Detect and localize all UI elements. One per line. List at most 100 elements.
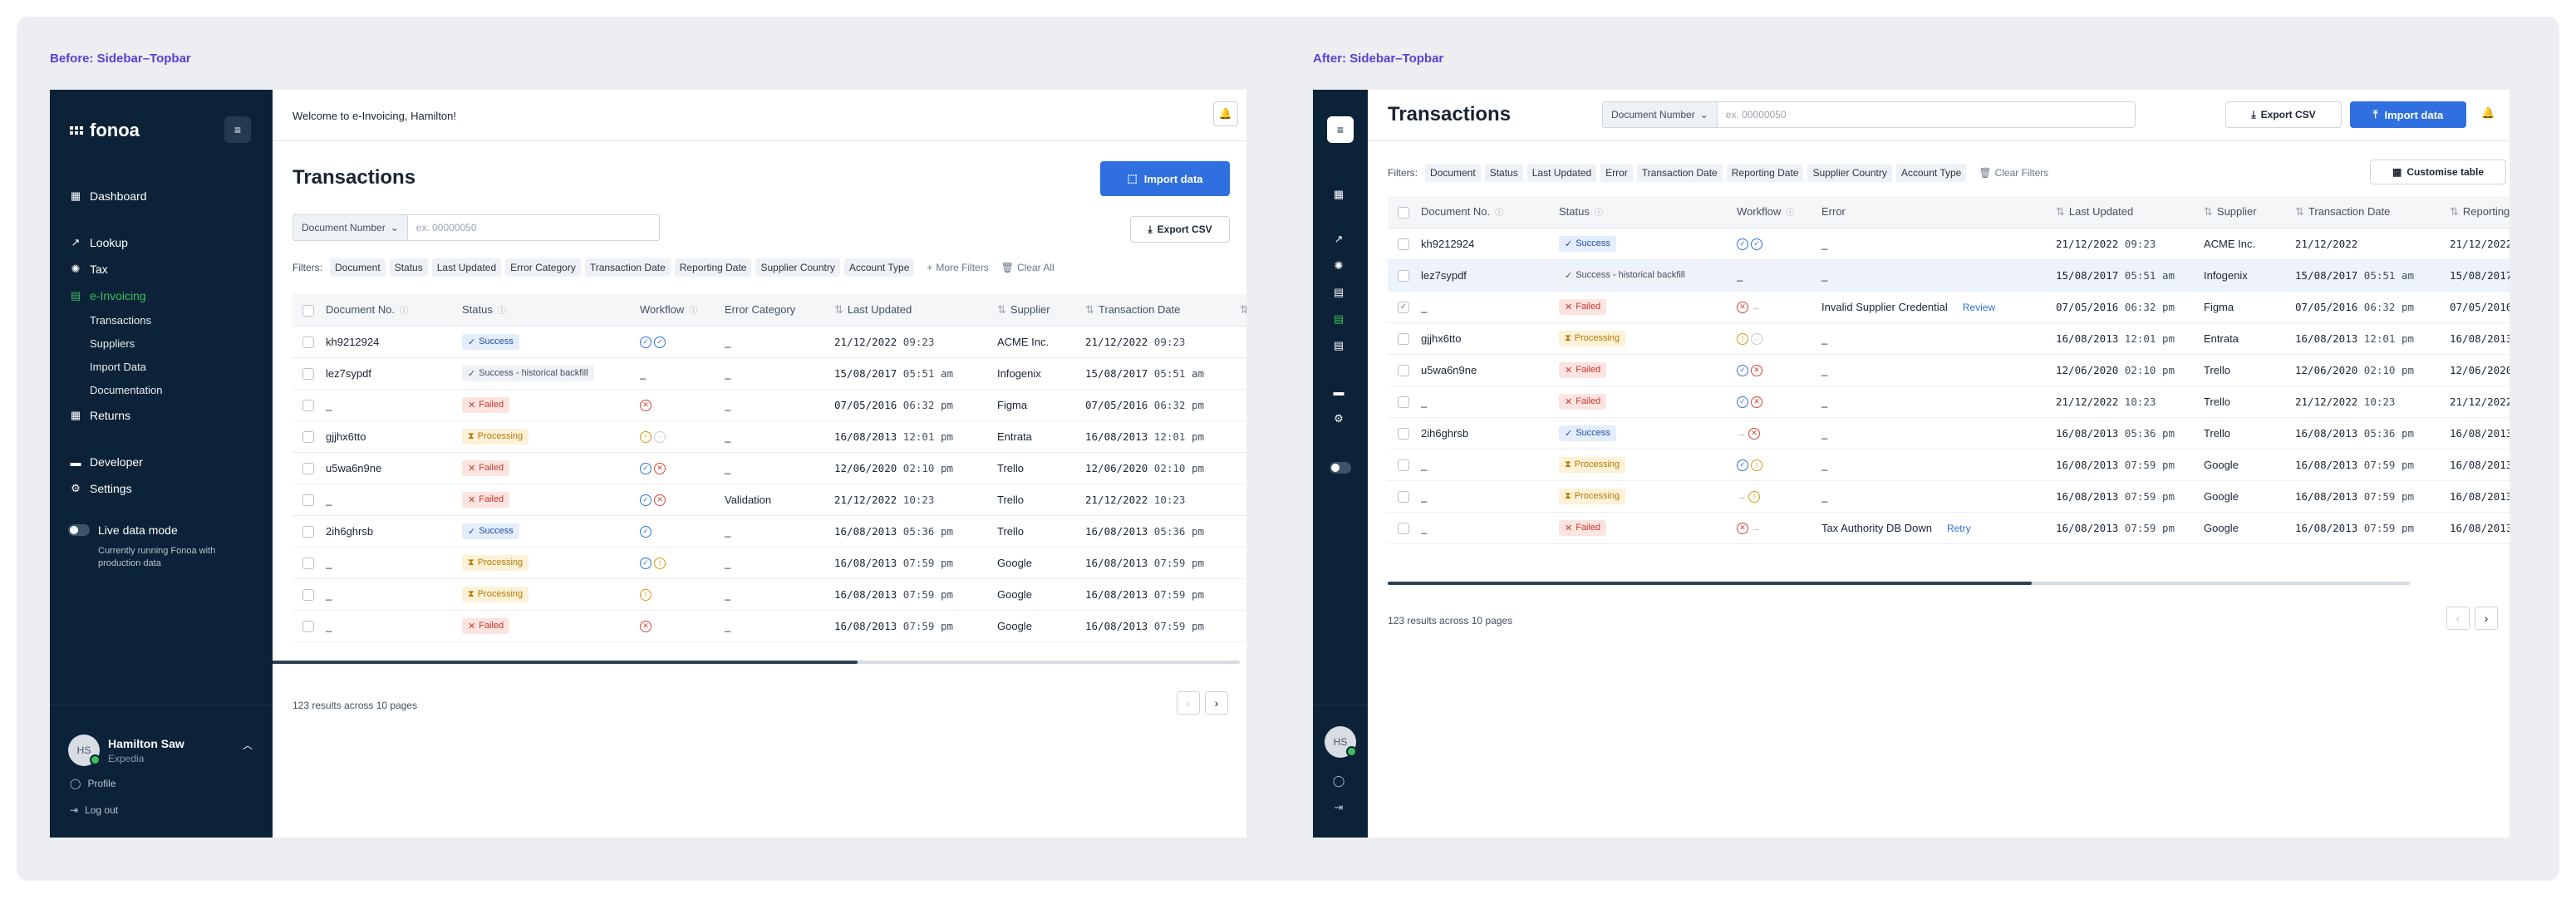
table-row[interactable]: _ ⧗ Processing! _ 16/08/2013 07:59 pm Google 1… (293, 578, 1246, 611)
document-number[interactable]: gjjhx6tto (1421, 322, 1559, 355)
filter-chip-supplier-country[interactable]: Supplier Country (1807, 164, 1892, 182)
logout-icon[interactable]: ⇥ (1334, 801, 1344, 813)
prev-page-button[interactable]: ‹ (2446, 607, 2470, 630)
export-csv-button[interactable]: ⤓ Export CSV (2225, 101, 2342, 128)
nav-dashboard[interactable]: ▦ Dashboard (70, 189, 147, 203)
select-all-header[interactable] (1388, 196, 1421, 228)
row-checkbox[interactable] (1398, 490, 1409, 503)
table-row[interactable]: _ ✕ Failed ✓ ✕ _ 21/12/2022 10:23 Trello 21/12/2… (1388, 386, 2510, 418)
document-number[interactable]: kh9212924 (1421, 228, 1559, 260)
logout-link[interactable]: ⇥ Log out (70, 804, 118, 816)
expand-sidebar-button[interactable]: ≡ (1327, 116, 1354, 143)
column-header[interactable]: ⇅ Supplier (2204, 196, 2295, 228)
table-row[interactable]: kh9212924 ✓ Success ✓ ✓ _ 21/12/2022 09:23 ACME… (293, 326, 1246, 358)
column-header[interactable]: ⇅ Reporting (2450, 196, 2510, 228)
table-row[interactable]: gjjhx6tto ⧗ Processing! ○ _ 16/08/2013 12:01 … (1388, 322, 2510, 355)
document-number[interactable]: gjjhx6tto (326, 420, 462, 453)
select-all-checkbox[interactable] (1398, 206, 1409, 219)
filter-chip-error[interactable]: Error (1600, 164, 1633, 182)
column-header[interactable]: ⇅ Last Updated (834, 294, 997, 327)
notifications-button[interactable]: 🔔 (1213, 101, 1238, 126)
column-header[interactable]: Status ⓘ (462, 294, 640, 327)
table-row[interactable]: kh9212924 ✓ Success ✓ ✓ _ 21/12/2022 09:23 ACME… (1388, 228, 2510, 260)
table-row[interactable]: u5wa6n9ne ✕ Failed ✓ ✕ _ 12/06/2020 02:10 pm Tr… (293, 452, 1246, 484)
select-all-header[interactable] (293, 294, 326, 327)
column-header[interactable]: Workflow ⓘ (1737, 196, 1821, 228)
table-row[interactable]: _ ✕ Failed ✕ → Tax Authority DB Down Retry 16/0… (1388, 512, 2510, 544)
table-row[interactable]: _ ✕ Failed ✓ ✕ Validation 21/12/2022 10:23 Trel… (293, 484, 1246, 516)
nav-tax[interactable]: ✺ Tax (70, 263, 108, 276)
filter-chip-reporting-date[interactable]: Reporting Date (1726, 164, 1804, 182)
row-checkbox[interactable] (1398, 522, 1409, 534)
column-header[interactable]: Status ⓘ (1559, 196, 1737, 228)
avatar[interactable]: HS (1325, 726, 1357, 758)
user-block[interactable]: HS Hamilton Saw Expedia (68, 734, 184, 766)
filter-chip-document[interactable]: Document (330, 258, 386, 277)
row-checkbox[interactable] (302, 367, 314, 380)
row-checkbox[interactable] (1398, 364, 1409, 376)
import-data-button[interactable]: ⤒ Import data (2350, 101, 2466, 128)
export-csv-button[interactable]: ⤓ Export CSV (1130, 216, 1230, 243)
developer-icon[interactable]: ▬ (1333, 386, 1345, 398)
table-row[interactable]: 2ih6ghrsb ✓ Success → ✕ _ 16/08/2013 05:36 pm T… (1388, 417, 2510, 450)
filter-chip-last-updated[interactable]: Last Updated (1526, 164, 1597, 182)
nav-settings[interactable]: ⚙ Settings (70, 482, 131, 495)
document-icon[interactable]: ▤ (1333, 286, 1345, 298)
table-row[interactable]: ✓ _ ✕ Failed ✕ → Invalid Supplier Credential Re… (1388, 291, 2510, 323)
profile-icon[interactable]: ◯ (1332, 774, 1345, 787)
filter-chip-error-category[interactable]: Error Category (505, 258, 581, 277)
nav-einvoicing[interactable]: ▤ e-Invoicing (70, 289, 146, 302)
search-field-select[interactable]: Document Number ⌄ (293, 215, 408, 240)
filter-chip-reporting-date[interactable]: Reporting Date (674, 258, 752, 277)
row-checkbox[interactable] (302, 620, 314, 632)
search-input[interactable]: ex. 00000050 (1725, 109, 1787, 120)
subnav-transactions[interactable]: Transactions (90, 314, 151, 327)
document-number[interactable]: lez7sypdf (326, 357, 462, 390)
more-filters-button[interactable]: + More Filters (927, 262, 988, 273)
row-checkbox[interactable] (302, 557, 314, 569)
row-checkbox[interactable] (1398, 238, 1409, 250)
table-row[interactable]: gjjhx6tto ⧗ Processing! ○ _ 16/08/2013 12:01 … (293, 420, 1246, 453)
table-row[interactable]: _ ✕ Failed ✕ _ 07/05/2016 06:32 pm Figma 07/05/… (293, 389, 1246, 421)
profile-link[interactable]: ◯ Profile (70, 778, 116, 789)
tax-icon[interactable]: ✺ (1334, 259, 1344, 272)
einvoicing-icon[interactable]: ▤ (1333, 312, 1345, 325)
bell-icon[interactable]: 🔔 (2481, 106, 2495, 119)
filter-chip-status[interactable]: Status (1484, 164, 1523, 182)
clear-filters-button[interactable]: 🗑 Clear Filters (1979, 167, 2048, 179)
filter-chip-document[interactable]: Document (1425, 164, 1481, 182)
column-header[interactable]: Error (1821, 196, 2056, 228)
live-mode-toggle[interactable] (1330, 462, 1351, 478)
row-checkbox[interactable] (1398, 427, 1409, 440)
filter-chip-transaction-date[interactable]: Transaction Date (584, 258, 671, 277)
document-number[interactable]: _ (326, 484, 462, 516)
next-page-button[interactable]: › (1205, 691, 1228, 715)
document-number[interactable]: 2ih6ghrsb (326, 515, 462, 548)
table-row[interactable]: _ ⧗ Processing →! _ 16/08/2013 07:59 pm Google… (1388, 480, 2510, 513)
chevron-up-icon[interactable]: ︿ (243, 739, 253, 751)
filter-chip-account-type[interactable]: Account Type (843, 258, 915, 277)
document-number[interactable]: lez7sypdf (1421, 259, 1559, 292)
row-checkbox[interactable] (302, 462, 314, 474)
column-header[interactable]: Workflow ⓘ (640, 294, 725, 327)
document-number[interactable]: _ (1421, 480, 1559, 513)
filter-chip-supplier-country[interactable]: Supplier Country (755, 258, 840, 277)
column-header[interactable]: Error Category (725, 294, 834, 327)
import-data-button[interactable]: ⬚ Import data (1100, 161, 1230, 196)
row-checkbox[interactable] (302, 336, 314, 348)
subnav-import-data[interactable]: Import Data (90, 361, 146, 373)
next-page-button[interactable]: › (2475, 607, 2498, 630)
row-checkbox[interactable] (302, 525, 314, 538)
subnav-documentation[interactable]: Documentation (90, 384, 163, 396)
dashboard-icon[interactable]: ▦ (1333, 188, 1345, 200)
row-checkbox[interactable] (302, 399, 314, 411)
filter-chip-status[interactable]: Status (389, 258, 428, 277)
lookup-icon[interactable]: ↗ (1334, 233, 1344, 245)
table-row[interactable]: _ ✕ Failed ✕ _ 16/08/2013 07:59 pm Google 16/08… (293, 610, 1246, 642)
clear-filters-button[interactable]: 🗑 Clear All (1001, 262, 1054, 273)
returns-icon[interactable]: ▤ (1333, 339, 1345, 351)
nav-returns[interactable]: ▦ Returns (70, 409, 130, 422)
table-row[interactable]: lez7sypdf ✓ Success - historical backfill _… (293, 357, 1246, 390)
document-number[interactable]: _ (1421, 449, 1559, 481)
document-number[interactable]: 2ih6ghrsb (1421, 417, 1559, 450)
